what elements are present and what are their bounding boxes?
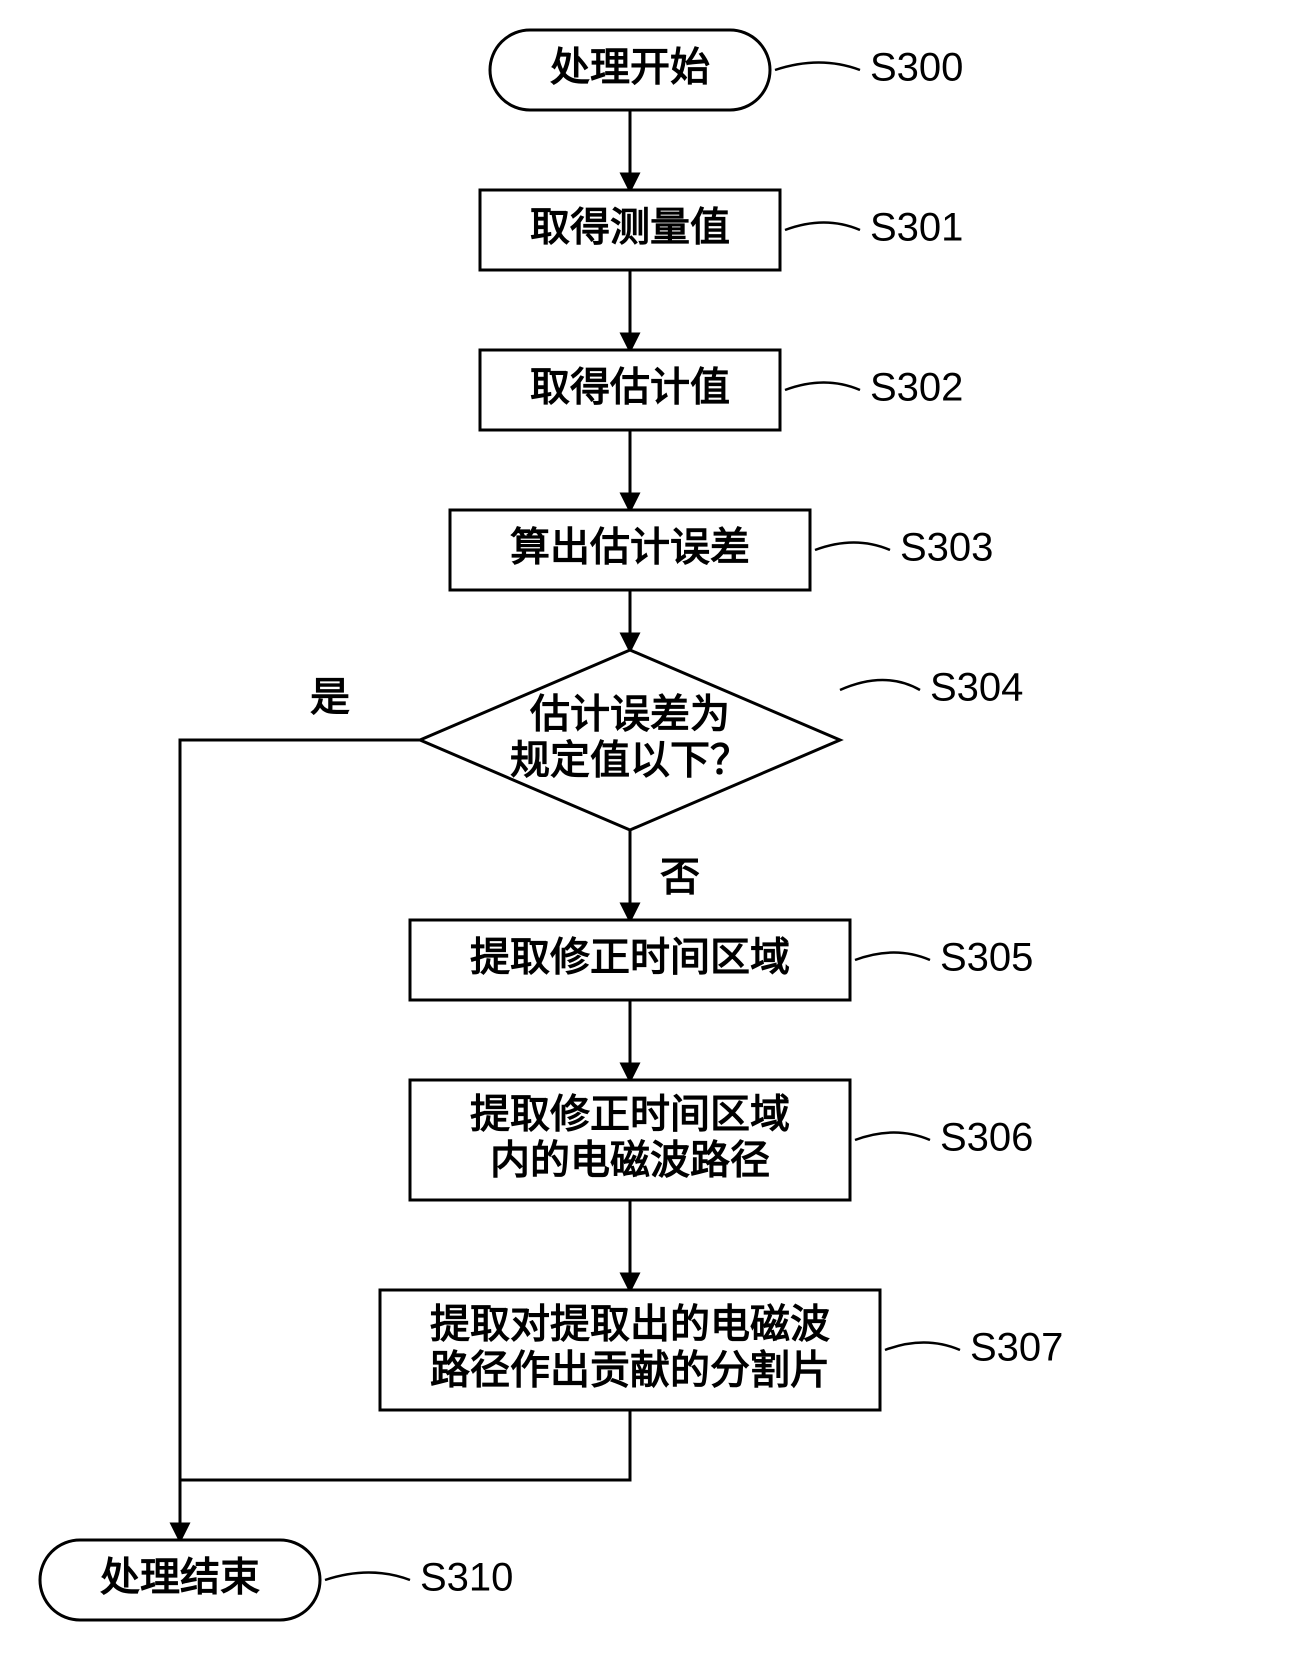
connector-S307	[885, 1343, 960, 1351]
node-text-S307-1: 路径作出贡献的分割片	[430, 1349, 830, 1393]
connector-S306	[855, 1133, 930, 1141]
step-label-S310: S310	[420, 1556, 513, 1600]
edge-S304-S310	[180, 740, 420, 1540]
step-label-S306: S306	[940, 1116, 1033, 1160]
connector-S304	[840, 680, 920, 690]
node-text-S310-0: 处理结束	[100, 1556, 260, 1600]
node-S306: 提取修正时间区域内的电磁波路径	[410, 1080, 850, 1200]
edge-S307-S310-merge	[180, 1410, 630, 1480]
node-S301: 取得测量值	[480, 190, 780, 270]
connector-S305	[855, 953, 930, 961]
node-S310: 处理结束	[40, 1540, 320, 1620]
node-S307: 提取对提取出的电磁波路径作出贡献的分割片	[380, 1290, 880, 1410]
step-label-S305: S305	[940, 936, 1033, 980]
node-S300: 处理开始	[490, 30, 770, 110]
node-text-S305-0: 提取修正时间区域	[470, 936, 790, 980]
node-text-S307-0: 提取对提取出的电磁波	[430, 1303, 830, 1347]
node-text-S304-1: 规定值以下？	[510, 739, 750, 783]
connector-S310	[325, 1573, 410, 1581]
step-label-S301: S301	[870, 206, 963, 250]
node-text-S306-1: 内的电磁波路径	[490, 1139, 770, 1183]
node-text-S302-0: 取得估计值	[530, 366, 730, 410]
node-text-S300-0: 处理开始	[550, 46, 710, 90]
node-S304: 估计误差为规定值以下？	[420, 650, 840, 830]
connector-S302	[785, 383, 860, 391]
step-label-S303: S303	[900, 526, 993, 570]
node-text-S301-0: 取得测量值	[530, 206, 730, 250]
edge-label-是: 是	[310, 676, 350, 720]
step-label-S307: S307	[970, 1326, 1063, 1370]
connector-S300	[775, 63, 860, 71]
step-label-S304: S304	[930, 666, 1023, 710]
node-S303: 算出估计误差	[450, 510, 810, 590]
edge-label-否: 否	[660, 856, 700, 900]
connector-S301	[785, 223, 860, 231]
node-text-S304-0: 估计误差为	[529, 693, 730, 737]
node-text-S306-0: 提取修正时间区域	[470, 1093, 790, 1137]
connector-S303	[815, 543, 890, 551]
node-S302: 取得估计值	[480, 350, 780, 430]
node-S305: 提取修正时间区域	[410, 920, 850, 1000]
step-label-S300: S300	[870, 46, 963, 90]
step-label-S302: S302	[870, 366, 963, 410]
node-text-S303-0: 算出估计误差	[510, 526, 750, 570]
